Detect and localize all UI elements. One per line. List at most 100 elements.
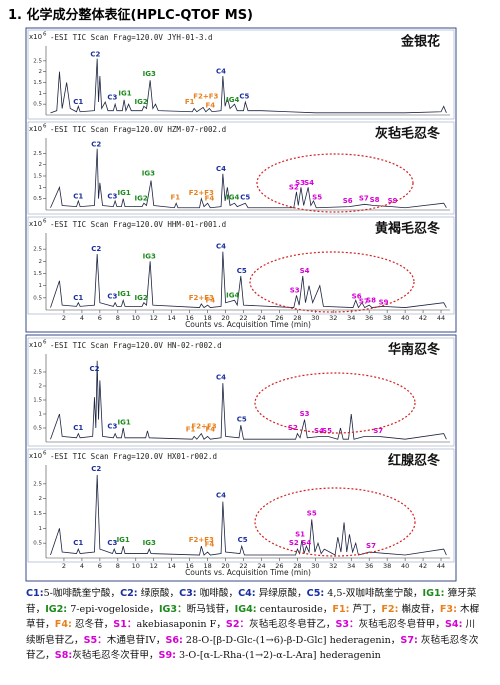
- tic-trace: [50, 360, 447, 440]
- y-tick-label: 0.5: [33, 295, 42, 301]
- x-tick-label: 16: [186, 562, 194, 570]
- x-tick-label: 10: [132, 314, 140, 322]
- compound-code: S1：: [113, 619, 137, 630]
- compound-name: centauroside，: [256, 603, 333, 615]
- peak-label: IG3: [143, 539, 156, 547]
- y-tick-label: 1.5: [33, 80, 42, 86]
- x-tick-label: 22: [239, 562, 247, 570]
- peak-label: C4: [216, 68, 226, 76]
- highlight-ellipse: [249, 251, 415, 313]
- x-tick-label: 36: [365, 314, 373, 322]
- peak-label: F4: [205, 541, 215, 549]
- x-tick-label: 36: [365, 562, 373, 570]
- peak-label: C3: [107, 94, 117, 102]
- panel-frame: [27, 121, 455, 215]
- compound-code: C5:: [306, 588, 325, 599]
- peak-label: S2: [289, 183, 299, 191]
- peak-label: C3: [107, 192, 117, 200]
- x-tick-label: 38: [383, 314, 391, 322]
- y-tick-label: 2: [39, 384, 43, 390]
- compound-code: IG3：: [158, 603, 187, 615]
- x-tick-label: 24: [257, 562, 265, 570]
- sample-name: 红腺忍冬: [388, 453, 440, 469]
- peak-label: S4: [301, 539, 311, 547]
- peak-label: C1: [73, 98, 83, 106]
- peak-label: F2+F3: [193, 93, 218, 101]
- peak-label: C5: [239, 93, 249, 101]
- compound-code: C1:: [26, 588, 44, 599]
- compound-code: C3:: [179, 588, 197, 599]
- trace-header: -ESI TIC Scan Frag=120.0V HHM-01-r001.d: [50, 220, 226, 229]
- x-tick-label: 6: [98, 314, 102, 322]
- x-axis-title: Counts vs. Acquisition Time (min): [185, 320, 311, 329]
- peak-label: IG1: [117, 290, 130, 298]
- y-multiplier: x10: [29, 33, 42, 41]
- peak-label: IG3: [143, 70, 156, 78]
- peak-label: S4: [304, 179, 314, 187]
- compound-code: S4:: [444, 619, 463, 630]
- y-tick-label: 0.5: [33, 196, 42, 202]
- x-tick-label: 12: [150, 562, 158, 570]
- x-tick-label: 42: [419, 562, 427, 570]
- trace-header: -ESI TIC Scan Frag=120.0V HZM-07-r002.d: [50, 125, 226, 134]
- compound-name: 咖啡酸，: [196, 588, 239, 599]
- x-tick-label: 42: [419, 314, 427, 322]
- x-tick-label: 28: [293, 562, 301, 570]
- x-tick-label: 4: [80, 562, 84, 570]
- compound-code: F1:: [332, 603, 350, 615]
- x-tick-label: 4: [80, 314, 84, 322]
- compound-code: S9:: [158, 650, 176, 661]
- peak-label: F2+F3: [191, 423, 216, 431]
- y-tick-label: 1.5: [33, 398, 42, 404]
- compound-name: 断马钱苷，: [186, 603, 235, 615]
- x-tick-label: 40: [401, 562, 409, 570]
- y-multiplier-exponent: 6: [43, 32, 47, 38]
- compound-name: 4,5-双咖啡酰奎宁酸，: [324, 588, 423, 599]
- peak-label: S9: [379, 299, 389, 307]
- trace-header: -ESI TIC Scan Frag=120.0V HX01-r002.d: [50, 452, 217, 461]
- peak-label: S3: [290, 287, 300, 295]
- panel-frame: [27, 337, 455, 447]
- peak-label: S5: [307, 510, 317, 518]
- peak-label: S7: [373, 427, 383, 435]
- peak-label: C1: [73, 294, 83, 302]
- x-tick-label: 8: [116, 562, 120, 570]
- x-tick-label: 22: [239, 314, 247, 322]
- panel-group-frame: [25, 334, 457, 582]
- x-tick-label: 14: [168, 314, 176, 322]
- peak-label: C2: [91, 140, 101, 148]
- y-tick-label: 2.5: [33, 481, 42, 487]
- peak-label: C3: [107, 293, 117, 301]
- peak-label: IG4: [226, 194, 239, 202]
- caption: C1:5-咖啡酰奎宁酸，C2: 绿原酸，C3: 咖啡酸，C4: 异绿原酸，C5:…: [26, 586, 482, 664]
- compound-name: 忍冬苷，: [71, 619, 114, 630]
- peak-label: C4: [216, 492, 226, 500]
- y-multiplier-exponent: 6: [43, 124, 47, 130]
- peak-label: IG3: [142, 170, 155, 178]
- y-tick-label: 2.5: [33, 151, 42, 157]
- peak-label: IG3: [143, 252, 156, 260]
- y-multiplier-exponent: 6: [43, 219, 47, 225]
- x-tick-label: 34: [347, 314, 355, 322]
- panel-group-frame: [25, 27, 457, 333]
- compound-code: F2:: [381, 603, 399, 615]
- peak-label: C4: [216, 243, 226, 251]
- tic-trace: [50, 148, 447, 209]
- y-multiplier: x10: [29, 341, 42, 349]
- peak-label: S6: [352, 293, 362, 301]
- compound-name: 3-O-[α-L-Rha-(1→2)-α-L-Ara] hederagenin: [175, 650, 381, 661]
- peak-label: S6: [343, 197, 353, 205]
- compound-code: F3:: [439, 603, 457, 615]
- peak-label: F1: [186, 425, 196, 433]
- peak-label: IG1: [117, 418, 130, 426]
- x-tick-label: 24: [257, 314, 265, 322]
- compound-name: 獐牙菜苷，: [26, 588, 477, 615]
- compound-name: 绿原酸，: [137, 588, 180, 599]
- panel-frame: [27, 216, 455, 315]
- compound-name: 灰毡毛忍冬皂苷乙，: [249, 619, 336, 630]
- compound-name: akebiasaponin F，: [136, 619, 226, 630]
- peak-label: IG1: [117, 536, 130, 544]
- y-tick-label: 2: [39, 259, 43, 265]
- x-tick-label: 32: [329, 314, 337, 322]
